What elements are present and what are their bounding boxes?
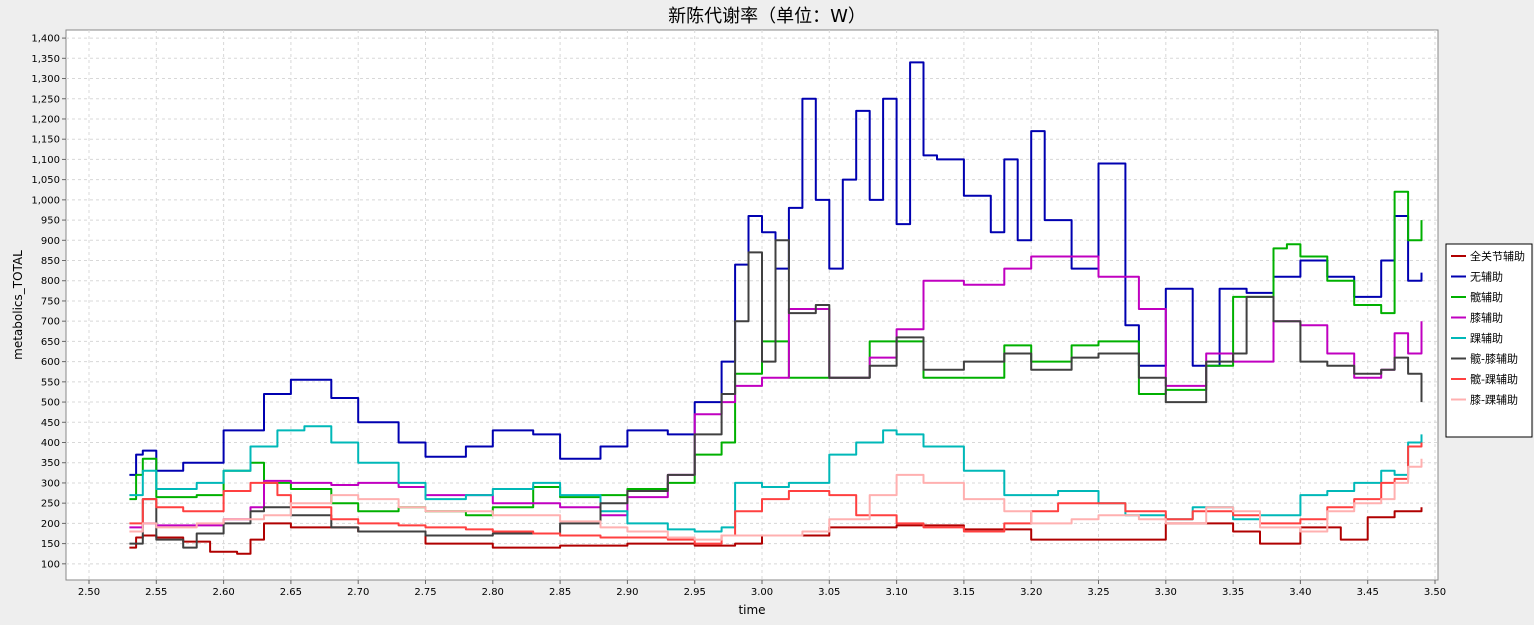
x-tick-label: 3.50 (1424, 587, 1446, 598)
y-tick-label: 900 (41, 236, 60, 247)
y-tick-label: 150 (41, 539, 60, 550)
x-tick-label: 3.05 (818, 587, 840, 598)
y-tick-label: 100 (41, 559, 60, 570)
x-tick-label: 2.85 (549, 587, 571, 598)
legend-entry: 膝辅助 (1470, 311, 1503, 325)
legend-entry: 髋辅助 (1470, 290, 1503, 304)
x-tick-label: 3.30 (1155, 587, 1177, 598)
y-tick-label: 300 (41, 478, 60, 489)
legend-entry: 踝辅助 (1470, 331, 1503, 345)
y-tick-label: 200 (41, 519, 60, 530)
y-tick-label: 400 (41, 438, 60, 449)
x-tick-label: 3.40 (1289, 587, 1311, 598)
y-tick-label: 1,150 (31, 135, 60, 146)
x-tick-label: 2.60 (212, 587, 234, 598)
x-tick-label: 2.50 (78, 587, 100, 598)
x-tick-label: 2.70 (347, 587, 369, 598)
x-tick-label: 2.95 (684, 587, 706, 598)
x-tick-label: 3.25 (1087, 587, 1109, 598)
y-tick-label: 1,100 (31, 155, 60, 166)
x-tick-label: 3.00 (751, 587, 773, 598)
legend-entry: 全关节辅助 (1470, 249, 1525, 263)
x-tick-label: 2.75 (414, 587, 436, 598)
y-tick-label: 1,000 (31, 195, 60, 206)
y-tick-label: 1,400 (31, 34, 60, 45)
y-tick-label: 250 (41, 499, 60, 510)
chart-title: 新陈代谢率（单位：W） (668, 6, 866, 27)
x-tick-label: 3.10 (885, 587, 907, 598)
legend-entry: 无辅助 (1470, 270, 1503, 284)
y-tick-label: 1,350 (31, 54, 60, 65)
x-tick-label: 3.20 (1020, 587, 1042, 598)
x-tick-label: 3.35 (1222, 587, 1244, 598)
y-tick-label: 1,250 (31, 94, 60, 105)
series-layer (129, 61, 1423, 555)
y-tick-label: 600 (41, 357, 60, 368)
legend-entry: 膝-踝辅助 (1470, 393, 1518, 407)
y-tick-label: 950 (41, 216, 60, 227)
y-tick-label: 700 (41, 317, 60, 328)
x-tick-label: 2.80 (482, 587, 504, 598)
y-tick-label: 1,200 (31, 114, 60, 125)
y-tick-label: 850 (41, 256, 60, 267)
y-tick-label: 500 (41, 398, 60, 409)
legend-entry: 髋-膝辅助 (1470, 352, 1518, 366)
series-line-8 (129, 458, 1423, 541)
x-tick-label: 3.45 (1357, 587, 1379, 598)
x-axis-ticks: 2.50 2.55 2.60 2.65 2.70 2.75 2.80 2.85 2.90 2.95… (78, 580, 1446, 598)
y-axis-label: metabolics_TOTAL (11, 250, 25, 360)
x-tick-label: 2.55 (145, 587, 167, 598)
y-tick-label: 1,050 (31, 175, 60, 186)
x-tick-label: 2.65 (280, 587, 302, 598)
y-tick-label: 350 (41, 458, 60, 469)
y-tick-label: 750 (41, 296, 60, 307)
y-tick-label: 650 (41, 337, 60, 348)
legend-entry: 髋-踝辅助 (1470, 372, 1518, 386)
y-tick-label: 450 (41, 418, 60, 429)
y-axis-ticks: 100 150 200 250 300 350 400 450 500 550 600 650 700 7… (31, 34, 66, 570)
x-axis-label: time (738, 603, 765, 617)
y-tick-label: 1,300 (31, 74, 60, 85)
series-line-3 (129, 190, 1423, 517)
y-tick-label: 800 (41, 276, 60, 287)
y-tick-label: 550 (41, 377, 60, 388)
x-tick-label: 2.90 (616, 587, 638, 598)
x-tick-label: 3.15 (953, 587, 975, 598)
